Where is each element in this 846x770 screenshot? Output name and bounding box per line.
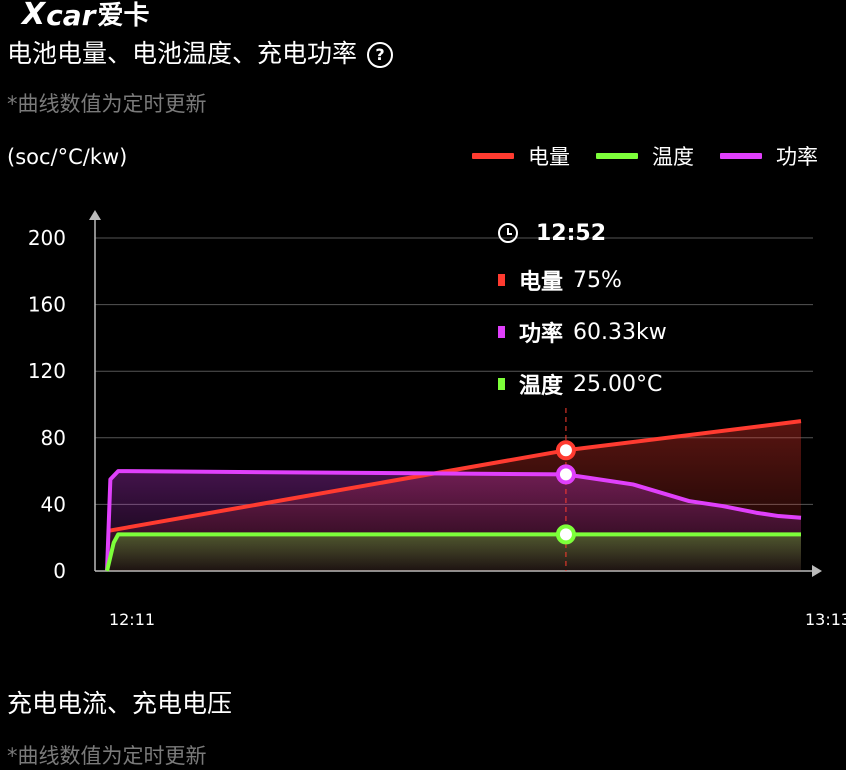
x-tick-start: 12:11 [109,610,155,629]
x-axis-arrow [812,565,822,577]
legend-label-power: 功率 [776,145,818,169]
legend-swatch-soc [472,153,514,159]
tooltip-time: 12:52 [536,220,607,246]
tooltip-value-soc: 75% [573,267,622,293]
tooltip-row-soc: 电量 75% [488,254,716,306]
legend-swatch-temp [596,153,638,159]
tooltip-label-power: 功率 [519,322,564,347]
legend-item-power[interactable]: 功率 [720,141,818,171]
chart-tooltip: 12:52 电量 75% 功率 60.33kw 温度 25.00°C [488,212,716,410]
current-voltage-subtitle: *曲线数值为定时更新 [7,744,207,768]
y-tick-40: 40 [41,492,66,516]
line-temp [105,532,801,572]
chart-legend: 电量 温度 功率 [472,141,818,171]
battery-chart-title: 电池电量、电池温度、充电功率? [7,34,394,70]
logo-cn: 爱卡 [97,1,150,31]
tooltip-time-row: 12:52 [488,212,716,254]
xcar-logo: X car 爱卡 [22,0,149,30]
y-axis-unit: (soc/°C/kw) [7,145,128,169]
current-voltage-title: 充电电流、充电电压 [7,689,233,718]
battery-line-chart[interactable]: 200 160 120 80 40 0 12:11 13:13 [0,200,846,640]
area-temp [107,534,801,571]
x-tick-end: 13:13 [805,610,846,629]
y-tick-200: 200 [28,226,66,250]
legend-item-temp[interactable]: 温度 [596,141,694,171]
battery-chart-title-text: 电池电量、电池温度、充电功率 [7,39,358,68]
cursor-point-temp [555,524,576,545]
tooltip-value-power: 60.33kw [573,319,667,345]
legend-swatch-power [720,153,762,159]
y-tick-80: 80 [41,426,66,450]
logo-x: X [22,0,46,32]
line-power [105,469,802,572]
cursor-point-power [555,464,576,485]
tooltip-row-temp: 温度 25.00°C [488,358,716,410]
tooltip-label-soc: 电量 [519,270,564,295]
legend-item-soc[interactable]: 电量 [472,141,570,171]
tooltip-dot-temp [498,378,505,390]
logo-car: car [46,0,96,32]
help-icon[interactable]: ? [367,42,394,68]
legend-label-soc: 电量 [528,145,570,169]
tooltip-dot-soc [498,274,505,286]
y-tick-0: 0 [53,559,66,583]
tooltip-row-power: 功率 60.33kw [488,306,716,358]
y-tick-120: 120 [28,359,66,383]
tooltip-dot-power [498,326,505,338]
tooltip-value-temp: 25.00°C [573,371,663,397]
clock-icon [498,223,518,243]
y-axis-arrow [89,210,101,220]
battery-chart-subtitle: *曲线数值为定时更新 [7,92,207,116]
cursor-point-soc [555,440,576,461]
tooltip-label-temp: 温度 [519,374,564,399]
legend-label-temp: 温度 [652,145,694,169]
y-tick-160: 160 [28,293,66,317]
